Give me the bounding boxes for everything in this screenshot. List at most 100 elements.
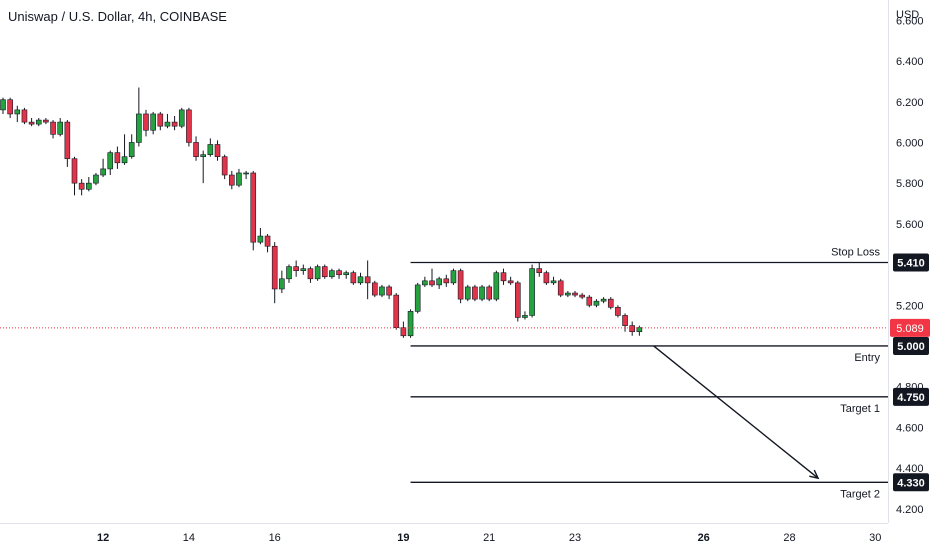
candle-body	[543, 272, 550, 284]
price-tick-label: 4.200	[896, 504, 924, 516]
candle-body	[486, 286, 493, 300]
candle-body	[78, 182, 85, 190]
candle-body	[329, 270, 335, 278]
candle-body	[364, 276, 371, 284]
chart-title: Uniswap / U.S. Dollar, 4h, COINBASE	[8, 9, 227, 24]
candle-body	[422, 280, 428, 286]
candle-body	[443, 278, 450, 284]
candle-body	[579, 294, 585, 298]
candle-body	[464, 286, 471, 300]
candle-body	[522, 315, 528, 318]
levels-group: 5.089 Stop Loss 5.410 Entry 5.000 Target 1 4.7…	[0, 247, 930, 500]
candle-body	[386, 286, 392, 296]
price-tick-label: 6.200	[896, 97, 924, 109]
candle-body	[586, 296, 593, 306]
candle-body	[336, 270, 342, 276]
candle-body	[357, 276, 364, 284]
time-axis: 12 14 16 19 21 23 26 28 30	[97, 532, 881, 544]
candle-body	[93, 174, 99, 184]
candle-body	[50, 121, 56, 135]
candle-body	[0, 99, 6, 111]
candles-group	[0, 87, 643, 338]
candle-body	[264, 235, 271, 247]
candle-body	[529, 268, 535, 316]
candle-body	[472, 286, 478, 300]
price-tick-label: 4.400	[896, 463, 924, 475]
price-tick-label: 4.600	[896, 422, 924, 434]
candle-body	[565, 292, 571, 296]
price-tick-label: 4.800	[896, 382, 924, 394]
candle-body	[379, 286, 385, 296]
time-tick-label: 26	[698, 532, 710, 544]
candle-body	[107, 152, 114, 170]
candle-body	[86, 182, 92, 190]
candle-body	[507, 280, 514, 284]
candle-body	[157, 113, 164, 127]
candle-body	[343, 272, 350, 276]
candle-body	[279, 278, 285, 290]
candle-body	[136, 113, 142, 143]
candle-body	[629, 325, 636, 333]
candle-body	[21, 109, 28, 123]
candle-body	[350, 272, 357, 284]
candle-body	[500, 272, 507, 282]
candle-body	[128, 142, 135, 157]
candle-body	[57, 121, 64, 135]
candle-body	[615, 306, 621, 316]
last-price-badge	[890, 318, 930, 337]
candle-body	[236, 172, 242, 186]
candle-body	[7, 99, 13, 115]
candle-body	[164, 121, 171, 127]
projection-arrow-line[interactable]	[653, 345, 819, 479]
level-price-badge	[893, 253, 929, 272]
candle-body	[207, 144, 214, 155]
candle-body	[514, 282, 521, 318]
candle-body	[150, 113, 156, 131]
candle-body	[271, 245, 278, 290]
candle-body	[300, 268, 307, 271]
time-tick-label: 30	[869, 532, 881, 544]
candle-body	[414, 284, 421, 312]
candle-body	[100, 168, 106, 176]
time-tick-label: 12	[97, 532, 109, 544]
level-name-label: Entry	[854, 352, 880, 364]
candle-body	[293, 266, 299, 271]
candle-body	[536, 268, 543, 273]
candle-body	[371, 282, 378, 296]
time-tick-label: 28	[783, 532, 795, 544]
level-price-label: 5.000	[897, 341, 925, 353]
candle-body	[400, 327, 407, 337]
candle-body	[307, 268, 314, 280]
candle-body	[393, 294, 400, 328]
price-axis: 6.600 6.400 6.200 6.000 5.800 5.600 5.200 4.800…	[896, 15, 924, 515]
candle-body	[200, 154, 206, 157]
time-tick-label: 19	[397, 532, 409, 544]
candle-body	[64, 121, 71, 160]
candle-body	[214, 144, 221, 157]
candle-body	[229, 174, 235, 186]
price-tick-label: 6.000	[896, 137, 924, 149]
time-tick-label: 23	[569, 532, 581, 544]
level-price-label: 4.750	[897, 392, 925, 404]
candle-body	[429, 280, 435, 286]
currency-label: USD	[896, 9, 919, 21]
candle-body	[593, 300, 600, 306]
level-price-badge	[893, 387, 929, 406]
candle-body	[557, 280, 564, 296]
level-name-label: Stop Loss	[831, 247, 880, 259]
candle-body	[14, 109, 21, 115]
level-price-label: 4.330	[897, 477, 925, 489]
candle-body	[221, 156, 228, 176]
candle-body	[314, 266, 321, 280]
candle-body	[550, 280, 557, 284]
candle-body	[114, 152, 121, 164]
candle-body	[286, 266, 292, 280]
time-tick-label: 21	[483, 532, 495, 544]
price-tick-label: 6.600	[896, 15, 924, 27]
candle-body	[493, 272, 500, 300]
candle-body	[407, 311, 414, 337]
candle-body	[450, 270, 457, 284]
candle-body	[600, 298, 607, 302]
